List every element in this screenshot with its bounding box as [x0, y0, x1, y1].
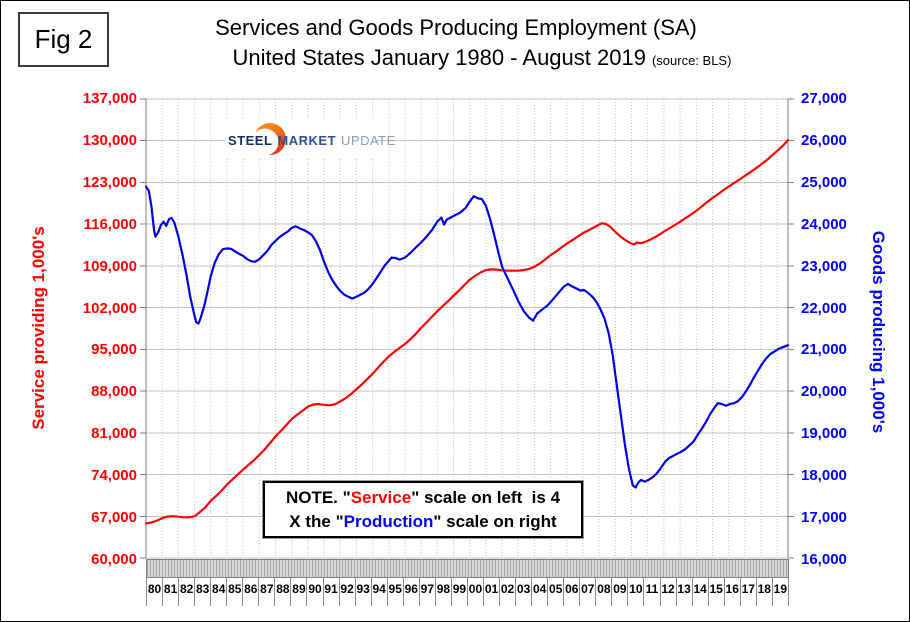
left-axis-tick-label: 137,000 [82, 90, 137, 107]
x-axis-year-label: 05 [547, 578, 563, 606]
x-axis-year-label: 17 [739, 578, 756, 606]
note-text-segment: " scale on left is 4 [411, 487, 561, 507]
x-axis-year-label: 99 [450, 578, 467, 606]
left-axis-tick-labels: 137,000 130,000 123,000 116,000 109,000 102,0… [29, 90, 137, 568]
x-axis-year-label: 09 [611, 578, 627, 606]
figure-label: Fig 2 [34, 24, 93, 54]
x-axis-year-label: 95 [386, 578, 403, 606]
note-text-segment: " scale on right [433, 511, 557, 531]
x-axis-year-label: 91 [322, 578, 339, 606]
chart-title-line2-text: United States January 1980 - August 2019 [232, 45, 646, 70]
x-axis-year-label: 08 [595, 578, 611, 606]
left-axis-tick-label: 74,000 [91, 467, 137, 485]
left-axis-tick-label: 123,000 [82, 173, 137, 191]
right-axis-tick-label: 23,000 [801, 257, 847, 275]
note-text-segment: Production [343, 511, 434, 531]
chart-source-label: (source: BLS) [651, 53, 732, 68]
x-axis-month-tick-band [146, 559, 789, 578]
logo-word-market: MARKET [277, 133, 337, 148]
x-axis-year-label: 07 [579, 578, 595, 606]
x-axis-year-label: 87 [258, 578, 274, 606]
x-axis-year-label: 03 [515, 578, 531, 606]
right-axis-tick-label: 17,000 [801, 509, 847, 527]
figure-label-box: Fig 2 [18, 12, 109, 67]
x-axis-year-label: 12 [659, 578, 676, 606]
note-text-segment: NOTE. " [285, 487, 351, 507]
x-axis-year-label: 10 [627, 578, 643, 606]
x-axis-year-label: 11 [643, 578, 659, 606]
x-axis-year-label: 86 [242, 578, 258, 606]
left-axis-tick-label: 81,000 [91, 425, 137, 443]
series-service-providing-line [144, 139, 790, 525]
right-axis-tick-label: 19,000 [801, 425, 847, 443]
left-axis-tick-label: 102,000 [82, 299, 137, 317]
x-axis-year-label: 15 [707, 578, 724, 606]
left-axis-title: Service providing 1,000's [29, 226, 48, 430]
note-text-segment: X the " [289, 511, 344, 531]
right-axis-tick-label: 21,000 [801, 341, 847, 359]
right-axis-tick-label: 26,000 [801, 131, 847, 149]
x-axis-year-label: 19 [771, 578, 789, 606]
left-axis-tick-label: 67,000 [91, 509, 137, 527]
logo-crescent-icon [251, 123, 286, 156]
right-axis-title: Goods producing 1,000's [869, 230, 888, 434]
note-text-segment: Service [350, 487, 412, 507]
x-axis-year-label: 83 [194, 578, 210, 606]
logo-word-steel: STEEL [228, 133, 273, 148]
x-axis-year-labels: 80 81 82 83 84 85 86 87 88 89 90 91 92 93 94 95 96 97 98 99… [146, 578, 789, 606]
x-axis-year-label: 00 [466, 578, 483, 606]
x-axis-year-label: 98 [434, 578, 451, 606]
x-axis-year-label: 89 [290, 578, 306, 606]
x-axis-year-label: 02 [499, 578, 515, 606]
x-axis-year-label: 80 [146, 578, 162, 606]
left-axis-tick-label: 109,000 [82, 257, 137, 275]
logo-word-update: UPDATE [341, 133, 396, 148]
left-axis-tick-label: 95,000 [91, 341, 137, 359]
x-axis-year-label: 97 [418, 578, 435, 606]
x-axis-year-label: 84 [210, 578, 226, 606]
logo-steel-market-update: STEEL MARKET UPDATE [225, 120, 395, 158]
chart-title-block: Services and Goods Producing Employment … [106, 13, 806, 76]
x-axis-year-label: 90 [306, 578, 322, 606]
chart-title-line2: United States January 1980 - August 2019… [132, 43, 832, 76]
right-axis-tick-label: 20,000 [801, 383, 847, 401]
right-axis-tick-label: 18,000 [801, 467, 847, 485]
left-axis-tick-label: 88,000 [91, 383, 137, 401]
x-axis-year-label: 92 [338, 578, 355, 606]
x-axis-year-label: 18 [755, 578, 772, 606]
x-axis-year-label: 94 [370, 578, 387, 606]
right-axis-tick-label: 25,000 [801, 173, 847, 191]
x-axis-year-label: 81 [162, 578, 178, 606]
x-axis-year-label: 96 [402, 578, 419, 606]
x-axis-year-label: 82 [178, 578, 194, 606]
right-axis-tick-label: 22,000 [801, 299, 847, 317]
series-goods-producing-line [144, 185, 790, 489]
right-axis-tick-label: 16,000 [801, 550, 847, 568]
left-axis-tick-label: 60,000 [91, 550, 137, 568]
left-axis-tick-label: 116,000 [83, 215, 137, 233]
scale-note-line2: X the "Production" scale on right [289, 510, 556, 534]
left-axis-tick-label: 130,000 [82, 131, 137, 149]
x-axis-year-label: 14 [691, 578, 708, 606]
scale-note-box: NOTE. "Service" scale on left is 4 X the… [262, 480, 584, 539]
x-axis-year-label: 06 [563, 578, 579, 606]
scale-note-line1: NOTE. "Service" scale on left is 4 [286, 486, 560, 510]
x-axis-year-label: 16 [723, 578, 740, 606]
right-axis-tick-label: 24,000 [801, 215, 847, 233]
x-axis-year-label: 04 [531, 578, 547, 606]
x-axis-year-label: 88 [274, 578, 290, 606]
right-axis-tick-labels: 27,000 26,000 25,000 24,000 23,000 22,000 21,0… [801, 90, 891, 568]
logo-text: STEEL MARKET UPDATE [228, 133, 396, 148]
x-axis-year-label: 13 [675, 578, 692, 606]
right-axis-tick-label: 27,000 [801, 90, 847, 107]
x-axis-year-label: 93 [354, 578, 371, 606]
x-axis-year-label: 85 [226, 578, 242, 606]
chart-title-line1: Services and Goods Producing Employment … [215, 15, 697, 40]
x-axis-year-label: 01 [482, 578, 499, 606]
